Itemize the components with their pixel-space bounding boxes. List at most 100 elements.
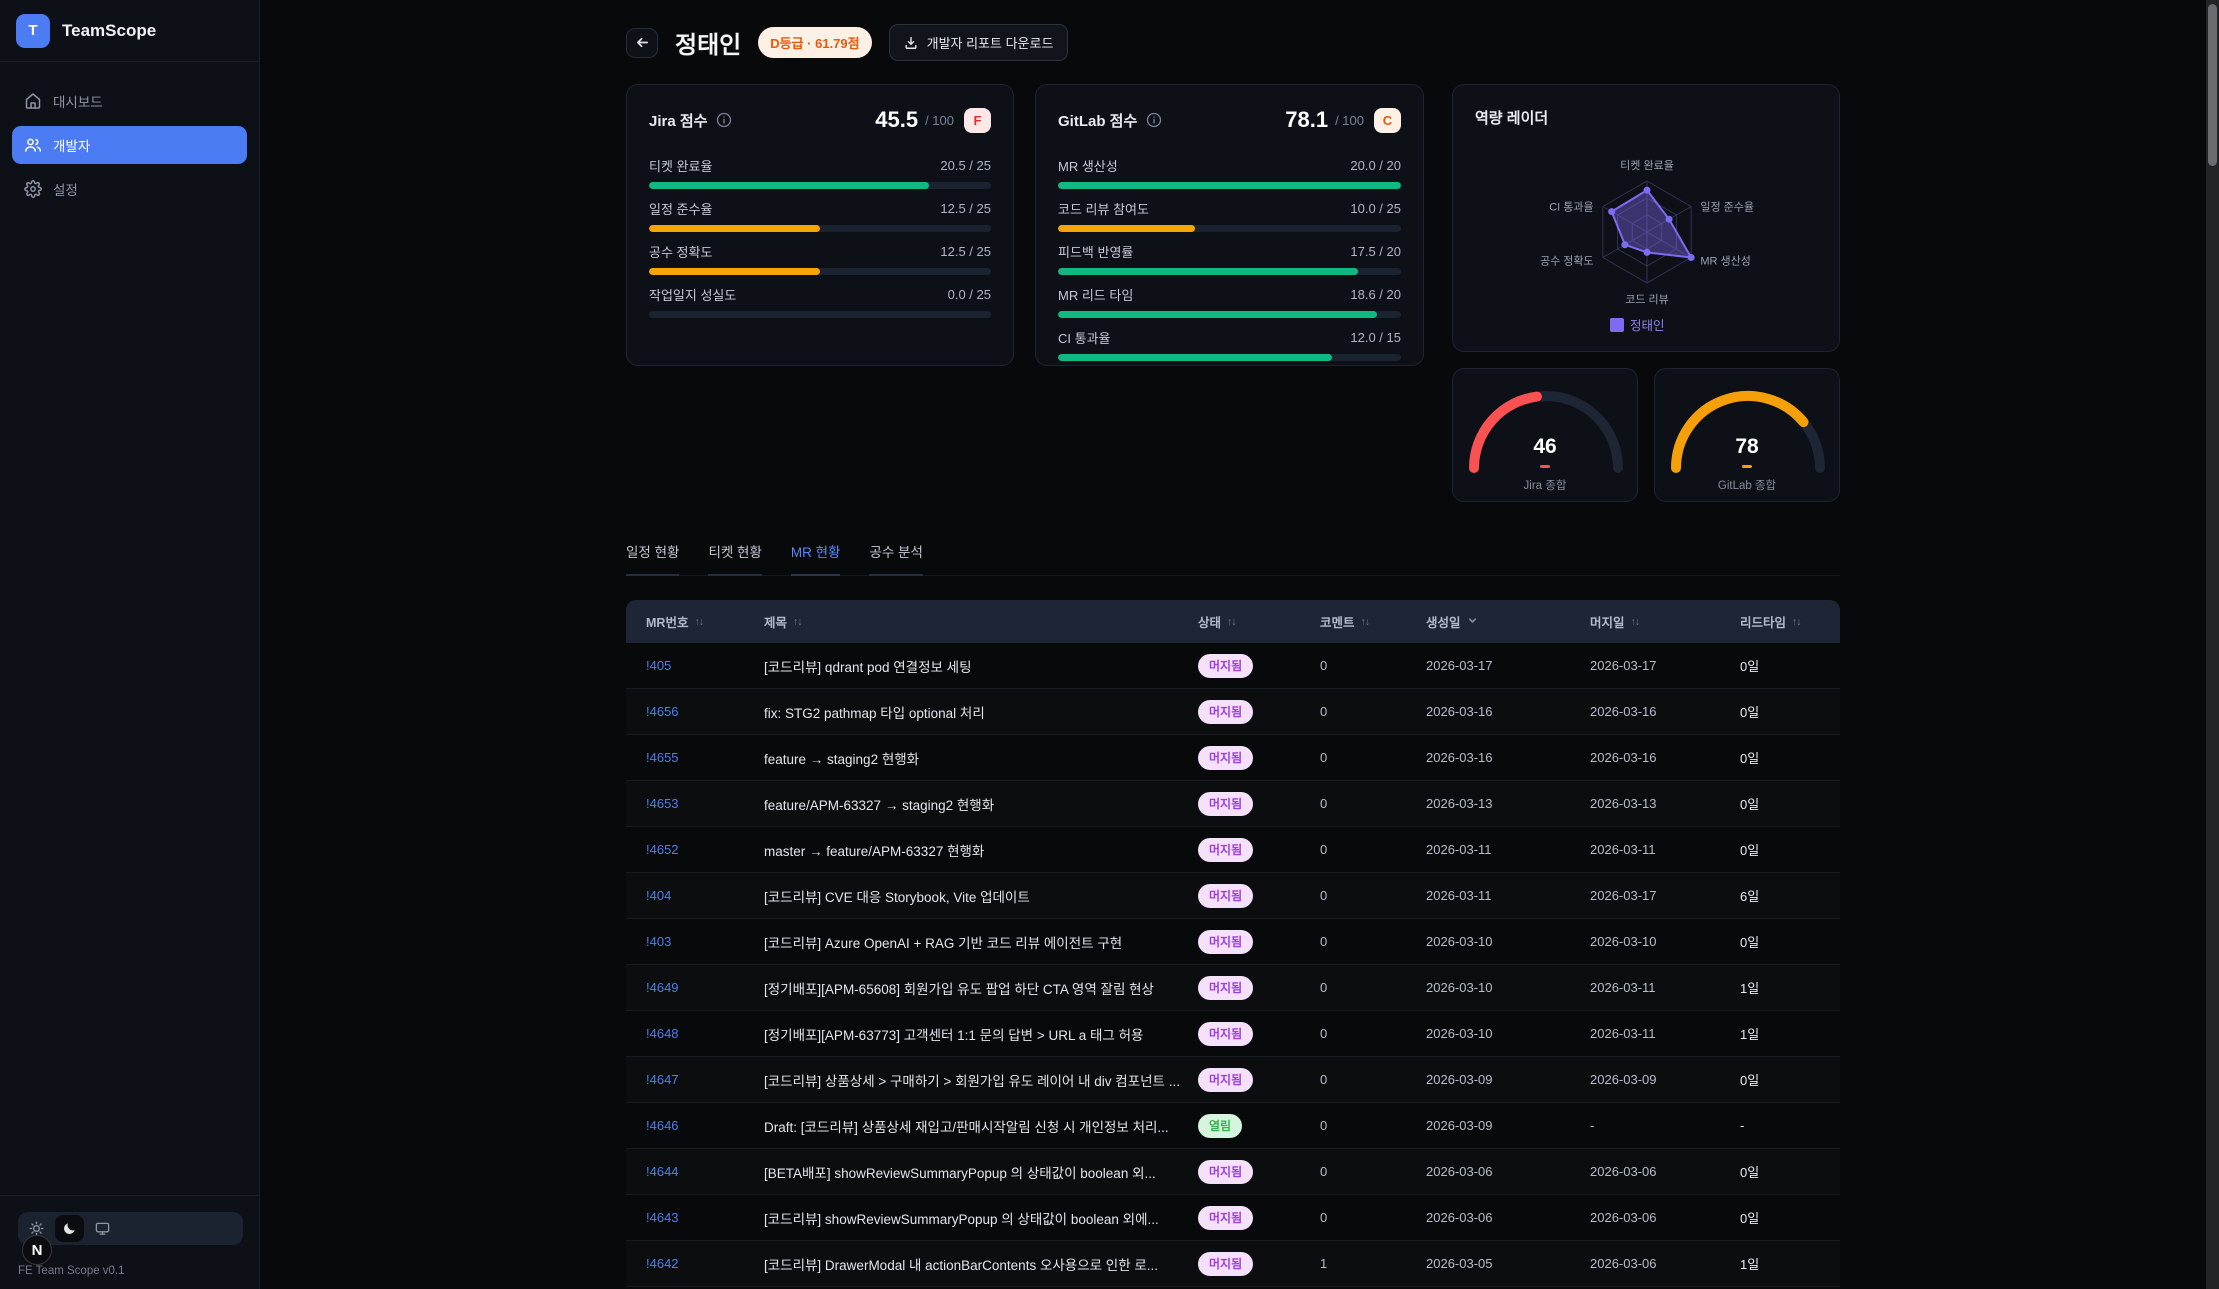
lead-time: 0일 xyxy=(1740,843,1760,858)
sidebar-item-0[interactable]: 대시보드 xyxy=(12,82,247,120)
mr-number-link[interactable]: !404 xyxy=(646,888,672,903)
created-date: 2026-03-10 xyxy=(1426,1026,1493,1041)
status-badge: 머지됨 xyxy=(1198,1252,1320,1276)
nextjs-dev-badge[interactable]: N xyxy=(22,1235,52,1265)
jira-gauge-card: 46 Jira 종합 xyxy=(1452,368,1638,502)
lead-time: 0일 xyxy=(1740,797,1760,812)
column-header-4[interactable]: 생성일 xyxy=(1426,612,1590,631)
lead-time: 0일 xyxy=(1740,1073,1760,1088)
tab-bar: 일정 현황 티켓 현황 MR 현황 공수 분석 xyxy=(626,541,1840,576)
comment-count: 0 xyxy=(1320,888,1328,903)
card-title: Jira 점수 xyxy=(649,112,708,130)
mr-number-link[interactable]: !4647 xyxy=(646,1072,679,1087)
jira-score-card: Jira 점수 45.5 / 100 F 티켓 완료율 20.5 / 25 일정 준… xyxy=(626,84,1014,366)
monitor-theme-button[interactable] xyxy=(88,1215,117,1242)
sidebar-item-label: 설정 xyxy=(53,183,78,198)
mr-number-link[interactable]: !4652 xyxy=(646,842,679,857)
lead-time: 0일 xyxy=(1740,705,1760,720)
sort-icon: ↑↓ xyxy=(694,615,703,628)
mr-title: [코드리뷰] DrawerModal 내 actionBarContents 오… xyxy=(764,1257,1159,1273)
tab-0[interactable]: 일정 현황 xyxy=(626,541,680,576)
app-logo: T TeamScope xyxy=(0,0,259,62)
scrollbar-thumb[interactable] xyxy=(2208,4,2217,166)
sort-icon: ↑↓ xyxy=(1630,615,1640,628)
gear-icon xyxy=(24,180,42,198)
sidebar-item-label: 대시보드 xyxy=(53,95,103,110)
created-date: 2026-03-16 xyxy=(1426,750,1493,765)
created-date: 2026-03-11 xyxy=(1426,888,1492,903)
moon-theme-button[interactable] xyxy=(55,1215,84,1242)
column-header-1[interactable]: 제목 ↑↓ xyxy=(764,612,1198,631)
column-header-3[interactable]: 코멘트 ↑↓ xyxy=(1320,612,1426,631)
table-row: !4648 [정기배포][APM-63773] 고객센터 1:1 문의 답변 > … xyxy=(626,1011,1840,1057)
mr-table: MR번호 ↑↓ 제목 ↑↓ 상태 ↑↓ 코멘트 ↑↓ 생성일 머지일 ↑↓ 리드타임 ↑↓ !405 [코… xyxy=(626,600,1840,1287)
column-header-6[interactable]: 리드타임 ↑↓ xyxy=(1740,612,1840,631)
mr-number-link[interactable]: !403 xyxy=(646,934,672,949)
column-label: 제목 xyxy=(764,616,788,630)
column-label: 코멘트 xyxy=(1320,616,1355,630)
column-label: MR번호 xyxy=(646,616,689,630)
sidebar-item-2[interactable]: 설정 xyxy=(12,170,247,208)
merged-date: 2026-03-06 xyxy=(1590,1256,1657,1271)
comment-count: 1 xyxy=(1320,1256,1328,1271)
mr-number-link[interactable]: !4642 xyxy=(646,1256,679,1271)
comment-count: 0 xyxy=(1320,1118,1328,1133)
card-title: 역량 레이더 xyxy=(1475,110,1549,127)
progress-bar xyxy=(649,311,991,318)
back-button[interactable] xyxy=(626,27,658,58)
mr-title: Draft: [코드리뷰] 상품상세 재입고/판매시작알림 신청 시 개인정보 … xyxy=(764,1119,1169,1135)
metric-label: 작업일지 성실도 xyxy=(649,287,737,303)
mr-number-link[interactable]: !4643 xyxy=(646,1210,679,1225)
status-badge: 머지됨 xyxy=(1198,930,1320,954)
metric-value: 12.5 / 25 xyxy=(940,243,991,259)
download-report-button[interactable]: 개발자 리포트 다운로드 xyxy=(888,24,1069,61)
mr-title: feature → staging2 현행화 xyxy=(764,751,920,767)
svg-text:일정 준수율: 일정 준수율 xyxy=(1700,200,1754,214)
mr-number-link[interactable]: !4648 xyxy=(646,1026,679,1041)
mr-title: master → feature/APM-63327 현행화 xyxy=(764,843,985,859)
created-date: 2026-03-06 xyxy=(1426,1210,1493,1225)
mr-number-link[interactable]: !4655 xyxy=(646,750,679,765)
mr-number-link[interactable]: !4646 xyxy=(646,1118,679,1133)
score-value: 45.5 xyxy=(875,107,919,132)
info-icon[interactable] xyxy=(1146,112,1162,128)
metric: 티켓 완료율 20.5 / 25 xyxy=(649,157,991,189)
column-header-5[interactable]: 머지일 ↑↓ xyxy=(1590,612,1740,631)
scrollbar[interactable] xyxy=(2206,0,2219,1289)
column-header-2[interactable]: 상태 ↑↓ xyxy=(1198,612,1320,631)
gauge-tick xyxy=(1540,465,1550,468)
tab-2[interactable]: MR 현황 xyxy=(790,541,841,576)
sidebar-item-1[interactable]: 개발자 xyxy=(12,126,247,164)
metric-label: 티켓 완료율 xyxy=(649,158,713,174)
mr-number-link[interactable]: !4644 xyxy=(646,1164,679,1179)
column-header-0[interactable]: MR번호 ↑↓ xyxy=(626,612,764,631)
metric-label: CI 통과율 xyxy=(1058,330,1111,346)
mr-number-link[interactable]: !405 xyxy=(646,658,672,673)
mr-number-link[interactable]: !4653 xyxy=(646,796,679,811)
info-icon[interactable] xyxy=(716,112,732,128)
lead-time: 6일 xyxy=(1740,889,1760,904)
card-title: GitLab 점수 xyxy=(1058,112,1138,130)
logo-icon: T xyxy=(16,13,50,48)
grade-chip: C xyxy=(1374,107,1401,133)
metric: 코드 리뷰 참여도 10.0 / 25 xyxy=(1058,200,1401,232)
status-badge: 머지됨 xyxy=(1198,1068,1320,1092)
mr-number-link[interactable]: !4649 xyxy=(646,980,679,995)
status-badge: 머지됨 xyxy=(1198,884,1320,908)
comment-count: 0 xyxy=(1320,796,1328,811)
tab-1[interactable]: 티켓 현황 xyxy=(708,541,762,576)
comment-count: 0 xyxy=(1320,750,1328,765)
status-badge: 머지됨 xyxy=(1198,700,1320,724)
sidebar-footer: N FE Team Scope v0.1 xyxy=(0,1195,259,1289)
tab-3[interactable]: 공수 분석 xyxy=(869,541,923,576)
moon-icon xyxy=(62,1221,77,1236)
main-content: 정태인 D등급 · 61.79점 개발자 리포트 다운로드 Jira 점수 45… xyxy=(626,0,1840,1289)
sun-theme-button[interactable] xyxy=(22,1215,51,1242)
created-date: 2026-03-09 xyxy=(1426,1118,1493,1133)
lead-time: 0일 xyxy=(1740,1211,1760,1226)
mr-number-link[interactable]: !4656 xyxy=(646,704,679,719)
comment-count: 0 xyxy=(1320,980,1328,995)
column-label: 리드타임 xyxy=(1740,616,1787,630)
